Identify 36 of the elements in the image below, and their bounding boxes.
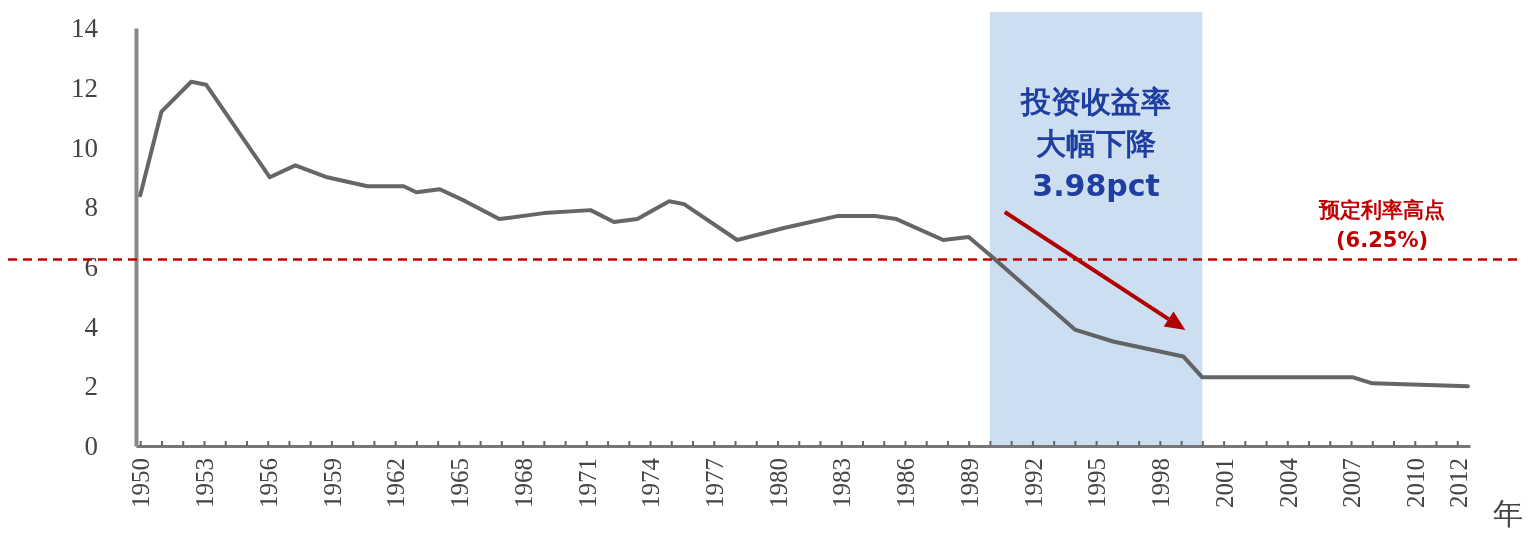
x-tick-label: 1962 <box>382 458 410 508</box>
y-tick-label: 4 <box>84 311 99 342</box>
x-tick-label: 2007 <box>1338 458 1366 508</box>
annotation: 大幅下降 <box>1036 126 1157 161</box>
annotation: 投资收益率 <box>1020 84 1172 119</box>
x-tick-label: 2001 <box>1210 458 1238 508</box>
x-tick-label: 1986 <box>892 458 920 508</box>
x-axis-title: 年 <box>1493 496 1523 531</box>
x-tick-label: 1959 <box>318 458 346 508</box>
y-tick-label: 0 <box>84 431 98 462</box>
x-tick-label: 1995 <box>1083 458 1111 508</box>
ref-line-label: 预定利率高点 (6.25%) <box>1318 198 1445 253</box>
y-tick-label: 10 <box>71 132 98 163</box>
x-tick-label: 1989 <box>955 458 983 508</box>
x-tick-label: 1965 <box>446 458 474 508</box>
x-tick-label: 1950 <box>127 458 155 508</box>
y-tick-label: 12 <box>71 72 98 103</box>
y-tick-label: 6 <box>84 252 98 282</box>
x-tick-label: 1977 <box>701 458 729 508</box>
x-tick-label: 1953 <box>191 458 219 508</box>
x-tick-label: 1971 <box>573 458 601 508</box>
x-tick-label: 1998 <box>1147 458 1175 508</box>
x-tick-label: 1980 <box>764 458 792 508</box>
x-tick-label: 1956 <box>254 458 282 508</box>
x-tick-label: 1968 <box>509 458 537 508</box>
y-tick-label: 8 <box>84 192 98 223</box>
y-tick-label: 14 <box>71 13 99 44</box>
x-tick-label: 1992 <box>1019 458 1047 508</box>
y-tick-label: 2 <box>84 371 98 402</box>
x-tick-label: 2010 <box>1402 458 1430 508</box>
x-tick-label: 2004 <box>1274 457 1302 508</box>
line-series <box>138 79 1470 389</box>
x-tick-label: 1983 <box>828 458 856 508</box>
annotation: 3.98pct <box>1032 168 1160 203</box>
x-tick-label: 1974 <box>637 457 665 508</box>
x-tick-label: 2012 <box>1444 458 1472 508</box>
